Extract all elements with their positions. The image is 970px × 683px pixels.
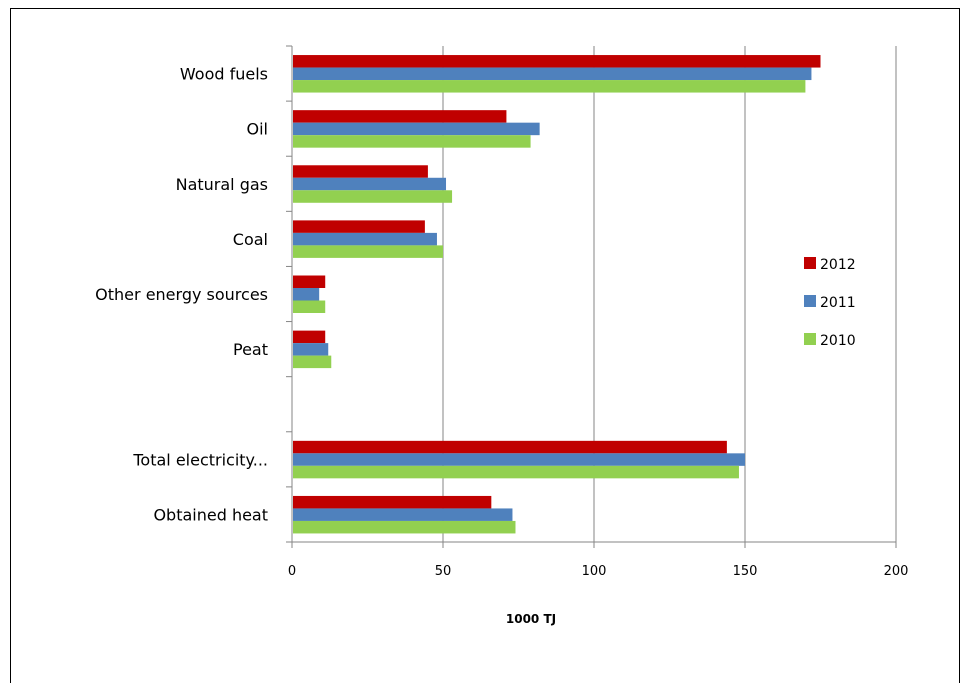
category-label: Oil — [247, 120, 268, 139]
category-label: Obtained heat — [153, 505, 268, 524]
bar-2011 — [293, 343, 329, 356]
legend-label: 2010 — [820, 333, 856, 349]
bar-2012 — [293, 165, 428, 178]
category-labels: Wood fuels Oil Natural gas Coal Other energy… — [95, 65, 268, 525]
bar-2010 — [293, 190, 453, 203]
category-label: Total electricity... — [132, 450, 268, 469]
bar-2012 — [293, 495, 492, 509]
bar-2011 — [293, 122, 540, 136]
bar-2011 — [293, 232, 437, 246]
bar-2010 — [293, 520, 516, 534]
bar-2010 — [293, 355, 332, 369]
bars — [293, 55, 821, 534]
x-tick-label: 0 — [288, 564, 296, 579]
x-tick-label: 50 — [435, 564, 452, 579]
legend-label: 2012 — [820, 257, 856, 273]
bar-2012 — [293, 440, 727, 454]
legend: 2012 2011 2010 — [804, 257, 856, 349]
bar-2012 — [293, 275, 326, 288]
legend-swatch — [804, 295, 816, 307]
legend-label: 2011 — [820, 295, 856, 311]
legend-swatch — [804, 333, 816, 345]
axes — [286, 45, 897, 548]
x-tick-label: 150 — [733, 564, 758, 579]
legend-swatch — [804, 257, 816, 269]
x-tick-labels: 0 50 100 150 200 — [288, 564, 909, 579]
bar-2011 — [293, 288, 320, 301]
category-label: Coal — [233, 230, 268, 249]
bar-2011 — [293, 177, 447, 191]
chart-frame — [10, 8, 960, 683]
bar-2012 — [293, 110, 507, 123]
bar-2011 — [293, 453, 745, 466]
x-axis-label: 1000 TJ — [506, 612, 556, 626]
category-label: Other energy sources — [95, 285, 268, 304]
bar-2010 — [293, 465, 739, 479]
category-label: Natural gas — [176, 175, 268, 194]
category-label: Peat — [233, 340, 268, 359]
bar-2012 — [293, 220, 425, 233]
x-tick-label: 100 — [582, 564, 607, 579]
bar-2010 — [293, 245, 443, 258]
bar-2010 — [293, 300, 326, 313]
bar-2012 — [293, 55, 821, 68]
bar-2010 — [293, 135, 531, 148]
bar-2011 — [293, 508, 513, 521]
bar-2012 — [293, 330, 326, 344]
x-tick-label: 200 — [884, 564, 909, 579]
category-label: Wood fuels — [180, 65, 268, 84]
bar-2010 — [293, 80, 806, 93]
bar-2011 — [293, 67, 812, 81]
